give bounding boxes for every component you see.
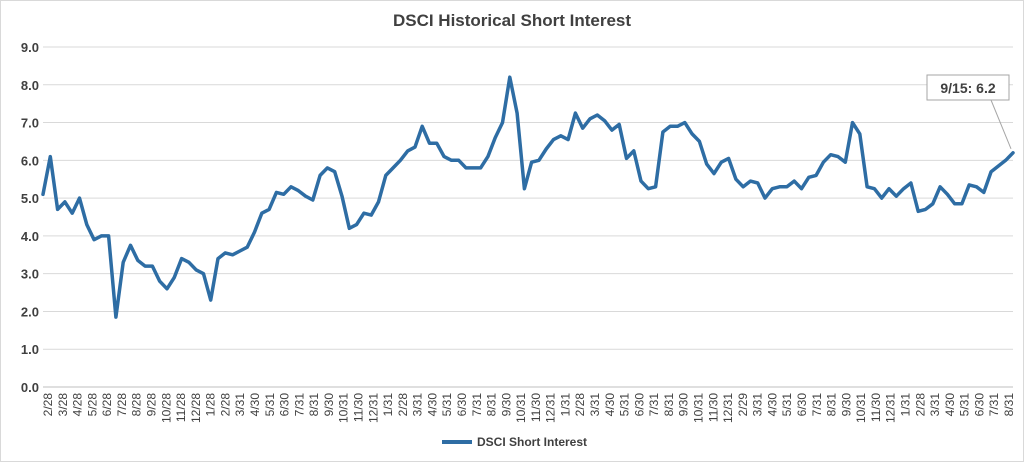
x-tick-label: 6/30 [278, 393, 292, 417]
x-tick-label: 8/28 [130, 393, 144, 417]
x-tick-label: 4/30 [603, 393, 617, 417]
x-tick-label: 10/31 [337, 393, 351, 423]
x-tick-label: 7/31 [810, 393, 824, 417]
x-tick-label: 1/31 [381, 393, 395, 417]
x-tick-label: 2/29 [736, 393, 750, 417]
x-tick-label: 3/31 [751, 393, 765, 417]
y-tick-label: 3.0 [21, 267, 39, 282]
x-tick-label: 6/30 [972, 393, 986, 417]
x-tick-label: 4/30 [765, 393, 779, 417]
x-tick-label: 5/31 [618, 393, 632, 417]
x-tick-label: 6/28 [100, 393, 114, 417]
x-tick-label: 2/28 [913, 393, 927, 417]
x-tick-label: 4/30 [943, 393, 957, 417]
x-tick-label: 11/30 [706, 393, 720, 422]
x-tick-label: 12/31 [721, 393, 735, 423]
x-tick-label: 2/28 [41, 393, 55, 417]
annotation-box [926, 74, 1010, 101]
x-tick-label: 11/28 [174, 393, 188, 422]
x-tick-label: 10/31 [692, 393, 706, 423]
x-tick-label: 6/30 [632, 393, 646, 417]
x-tick-label: 1/28 [204, 393, 218, 417]
x-tick-label: 2/28 [218, 393, 232, 417]
y-tick-label: 6.0 [21, 153, 39, 168]
y-tick-label: 0.0 [21, 380, 39, 395]
x-tick-label: 7/28 [115, 393, 129, 417]
x-tick-label: 9/28 [145, 393, 159, 417]
x-tick-label: 3/31 [233, 393, 247, 417]
y-tick-label: 1.0 [21, 342, 39, 357]
y-tick-label: 7.0 [21, 116, 39, 131]
x-tick-label: 4/30 [248, 393, 262, 417]
x-tick-label: 3/28 [56, 393, 70, 417]
x-tick-label: 11/30 [529, 393, 543, 422]
annotation: 9/15: 6.2 [926, 74, 1012, 149]
x-tick-label: 9/30 [839, 393, 853, 417]
x-tick-label: 4/28 [71, 393, 85, 417]
y-tick-label: 9.0 [21, 40, 39, 55]
x-tick-label: 7/31 [470, 393, 484, 417]
x-tick-label: 10/31 [514, 393, 528, 423]
annotation-label: 9/15: 6.2 [940, 80, 995, 96]
x-tick-label: 6/30 [455, 393, 469, 417]
x-tick-label: 8/31 [485, 393, 499, 417]
series-layer [41, 75, 1015, 319]
x-axis-ticks: 2/28 3/28 4/28 5/28 6/28 7/28 8/28 9/28 10/28 11/… [41, 393, 1016, 423]
x-tick-label: 3/31 [411, 393, 425, 417]
x-tick-label: 11/30 [352, 393, 366, 422]
x-tick-label: 3/31 [588, 393, 602, 417]
x-tick-label: 3/31 [928, 393, 942, 417]
legend-label: DSCI Short Interest [477, 435, 587, 449]
y-tick-label: 4.0 [21, 229, 39, 244]
x-tick-label: 5/31 [958, 393, 972, 417]
x-tick-label: 12/31 [884, 393, 898, 423]
x-tick-label: 12/28 [189, 393, 203, 423]
x-tick-label: 8/31 [825, 393, 839, 417]
annotation-leader-line [990, 99, 1012, 149]
x-tick-label: 2/28 [573, 393, 587, 417]
x-tick-label: 7/31 [292, 393, 306, 417]
y-tick-label: 2.0 [21, 304, 39, 319]
series-line-dsci-short-interest [41, 75, 1015, 319]
x-tick-label: 8/31 [1002, 393, 1016, 417]
y-axis-ticks: 0.0 1.0 2.0 3.0 4.0 5.0 6.0 7.0 8.0 9.0 [21, 40, 39, 395]
x-tick-label: 9/30 [499, 393, 513, 417]
chart-title: DSCI Historical Short Interest [393, 11, 631, 30]
x-tick-label: 12/31 [544, 393, 558, 423]
x-tick-label: 1/31 [899, 393, 913, 417]
x-tick-label: 9/30 [677, 393, 691, 417]
x-tick-label: 2/28 [396, 393, 410, 417]
x-tick-label: 4/30 [425, 393, 439, 417]
x-tick-label: 5/31 [440, 393, 454, 417]
x-tick-label: 8/31 [662, 393, 676, 417]
x-tick-label: 5/31 [780, 393, 794, 417]
x-tick-label: 9/30 [322, 393, 336, 417]
x-tick-label: 5/31 [263, 393, 277, 417]
y-tick-label: 5.0 [21, 191, 39, 206]
x-tick-label: 11/30 [869, 393, 883, 422]
x-tick-label: 5/28 [85, 393, 99, 417]
legend: DSCI Short Interest [442, 435, 587, 449]
x-tick-label: 12/31 [366, 393, 380, 423]
x-tick-label: 1/31 [559, 393, 573, 417]
x-tick-label: 7/31 [647, 393, 661, 417]
x-tick-label: 8/31 [307, 393, 321, 417]
gridlines [43, 46, 1013, 388]
y-tick-label: 8.0 [21, 78, 39, 93]
x-tick-label: 10/31 [854, 393, 868, 423]
x-tick-label: 6/30 [795, 393, 809, 417]
x-tick-label: 7/31 [987, 393, 1001, 417]
x-tick-label: 10/28 [159, 393, 173, 423]
